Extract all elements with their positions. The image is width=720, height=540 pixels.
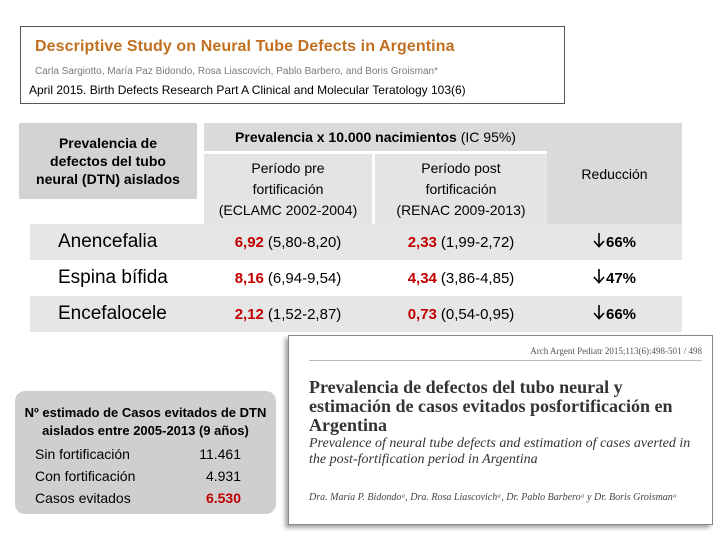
pre-ci: (5,80-8,20) bbox=[267, 233, 342, 251]
row-pre: 6,92 (5,80-8,20) bbox=[204, 224, 372, 260]
row-reduction: 66% bbox=[547, 224, 682, 260]
post-ci: (0,54-0,95) bbox=[440, 305, 515, 323]
pre-header-line3: (ECLAMC 2002-2004) bbox=[218, 201, 358, 218]
citation-reference: April 2015. Birth Defects Research Part … bbox=[29, 83, 466, 97]
estimate-value: 4.931 bbox=[205, 468, 241, 484]
post-header-line3: (RENAC 2009-2013) bbox=[396, 201, 526, 218]
row-name: Encefalocele bbox=[58, 303, 167, 324]
prevalence-label-line1: Prevalencia de bbox=[58, 135, 158, 151]
table-header-reduction: Reducción bbox=[547, 123, 682, 224]
pre-value: 8,16 bbox=[234, 269, 264, 287]
pre-ci: (6,94-9,54) bbox=[267, 269, 342, 287]
table-header-pre: Período pre fortificación (ECLAMC 2002-2… bbox=[204, 154, 372, 224]
down-arrow-icon bbox=[593, 268, 605, 288]
pre-value: 6,92 bbox=[234, 233, 264, 251]
post-ci: (3,86-4,85) bbox=[440, 269, 515, 287]
article-authors: Dra. María P. Bidondoᵃ, Dra. Rosa Liasco… bbox=[309, 492, 677, 503]
table-header-post: Período post fortificación (RENAC 2009-2… bbox=[375, 154, 547, 224]
table-header-prevalence-ci: (IC 95%) bbox=[460, 129, 516, 145]
reduction-value: 66% bbox=[605, 305, 637, 323]
estimate-value-highlight: 6.530 bbox=[205, 490, 241, 506]
row-name: Espina bífida bbox=[58, 267, 168, 288]
post-value: 4,34 bbox=[407, 269, 437, 287]
row-pre: 8,16 (6,94-9,54) bbox=[204, 260, 372, 296]
estimate-box: Nº estimado de Casos evitados de DTN ais… bbox=[15, 391, 276, 514]
article-divider bbox=[309, 360, 702, 361]
citation-title: Descriptive Study on Neural Tube Defects… bbox=[35, 38, 455, 55]
pre-value: 2,12 bbox=[234, 305, 264, 323]
down-arrow-icon bbox=[593, 304, 605, 324]
article-clipping: Arch Argent Pediatr 2015;113(6):498-501 … bbox=[288, 335, 713, 525]
down-arrow-icon bbox=[593, 232, 605, 252]
post-ci: (1,99-2,72) bbox=[440, 233, 515, 251]
citation-authors: Carla Sargiotto, María Paz Bidondo, Rosa… bbox=[35, 66, 438, 77]
citation-box: Descriptive Study on Neural Tube Defects… bbox=[20, 26, 565, 104]
estimate-value: 11.461 bbox=[199, 446, 241, 462]
article-journal: Arch Argent Pediatr 2015;113(6):498-501 … bbox=[530, 346, 702, 356]
table-header-prevalence-bold: Prevalencia x 10.000 nacimientos bbox=[235, 129, 457, 145]
post-value: 0,73 bbox=[407, 305, 437, 323]
estimate-title-line2: aislados entre 2005-2013 (9 años) bbox=[42, 423, 249, 438]
estimate-title: Nº estimado de Casos evitados de DTN ais… bbox=[15, 404, 276, 440]
prevalence-label-line2: defectos del tubo bbox=[50, 153, 166, 169]
table-row: Anencefalia 6,92 (5,80-8,20) 2,33 (1,99-2,… bbox=[30, 224, 682, 260]
post-header-line1: Período post bbox=[421, 159, 501, 176]
pre-header-line1: Período pre bbox=[251, 159, 325, 176]
row-name: Anencefalia bbox=[58, 231, 158, 252]
table-row: Encefalocele 2,12 (1,52-2,87) 0,73 (0,54-0… bbox=[30, 296, 682, 332]
pre-header-line2: fortificación bbox=[252, 180, 324, 197]
estimate-label: Casos evitados bbox=[35, 490, 131, 506]
article-title-english: Prevalence of neural tube defects and es… bbox=[309, 436, 691, 467]
post-value: 2,33 bbox=[407, 233, 437, 251]
row-post: 0,73 (0,54-0,95) bbox=[375, 296, 547, 332]
reduction-value: 66% bbox=[605, 233, 637, 251]
table-header-prevalence: Prevalencia x 10.000 nacimientos (IC 95%… bbox=[204, 123, 547, 151]
estimate-title-line1: Nº estimado de Casos evitados de DTN bbox=[24, 405, 267, 420]
estimate-label: Con fortificación bbox=[35, 468, 136, 484]
reduction-value: 47% bbox=[605, 269, 637, 287]
pre-ci: (1,52-2,87) bbox=[267, 305, 342, 323]
prevalence-label-line3: neural (DTN) aislados bbox=[36, 171, 180, 187]
row-reduction: 47% bbox=[547, 260, 682, 296]
table-row: Espina bífida 8,16 (6,94-9,54) 4,34 (3,86-… bbox=[30, 260, 682, 296]
post-header-line2: fortificación bbox=[425, 180, 497, 197]
row-post: 4,34 (3,86-4,85) bbox=[375, 260, 547, 296]
row-reduction: 66% bbox=[547, 296, 682, 332]
prevalence-label-box: Prevalencia de defectos del tubo neural … bbox=[19, 123, 197, 199]
row-pre: 2,12 (1,52-2,87) bbox=[204, 296, 372, 332]
article-title-spanish: Prevalencia de defectos del tubo neural … bbox=[309, 377, 673, 435]
row-post: 2,33 (1,99-2,72) bbox=[375, 224, 547, 260]
estimate-label: Sin fortificación bbox=[35, 446, 130, 462]
